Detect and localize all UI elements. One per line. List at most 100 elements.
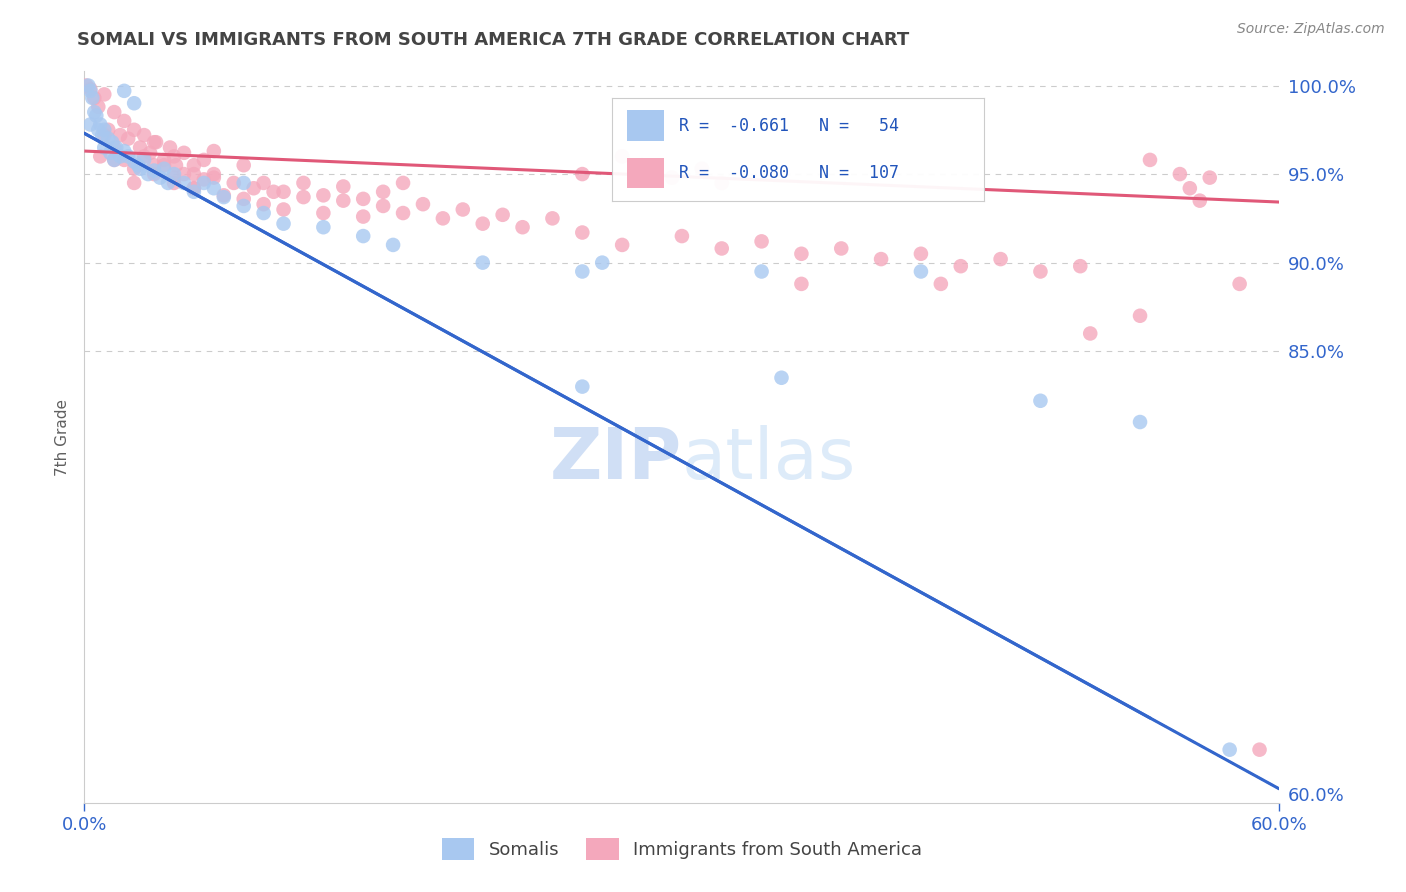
Point — [193, 153, 215, 167]
Text: R =  -0.661   N =   54: R = -0.661 N = 54 — [679, 117, 898, 135]
Point — [183, 181, 205, 195]
Point — [145, 135, 167, 149]
Text: R =  -0.080   N =  107: R = -0.080 N = 107 — [679, 164, 898, 182]
Point — [1178, 181, 1201, 195]
Point — [242, 181, 264, 195]
Point — [183, 181, 205, 195]
Point — [193, 176, 215, 190]
Point — [1198, 170, 1220, 185]
Point — [93, 123, 115, 137]
Point — [97, 131, 120, 145]
Point — [183, 185, 205, 199]
Point — [136, 167, 159, 181]
Point — [751, 235, 773, 249]
Point — [1249, 742, 1271, 756]
Point — [253, 176, 276, 190]
Point — [79, 84, 101, 98]
Point — [98, 145, 121, 160]
Point — [949, 259, 972, 273]
Point — [132, 128, 156, 142]
Point — [165, 158, 187, 172]
Point — [77, 78, 100, 93]
Point — [202, 170, 225, 185]
Point — [373, 199, 395, 213]
Point — [153, 158, 176, 172]
Point — [143, 167, 166, 181]
Point — [1078, 326, 1101, 341]
Point — [112, 84, 135, 98]
Point — [631, 158, 654, 172]
Point — [910, 247, 932, 261]
Point — [157, 176, 180, 190]
Point — [392, 206, 415, 220]
Point — [541, 211, 564, 226]
Point — [117, 131, 139, 145]
Point — [492, 208, 515, 222]
Point — [751, 264, 773, 278]
Point — [143, 158, 166, 172]
Point — [1168, 167, 1191, 181]
Point — [132, 153, 156, 167]
Point — [382, 238, 405, 252]
Point — [79, 82, 101, 96]
Point — [212, 190, 235, 204]
Point — [82, 91, 104, 105]
Point — [117, 149, 139, 163]
Point — [870, 252, 893, 266]
Point — [910, 264, 932, 278]
Point — [710, 242, 733, 256]
Point — [292, 190, 315, 204]
Text: ZIP: ZIP — [550, 425, 682, 493]
Point — [612, 238, 634, 252]
Point — [512, 220, 534, 235]
Point — [690, 161, 713, 176]
Point — [273, 185, 295, 199]
Point — [110, 149, 132, 163]
Legend: Somalis, Immigrants from South America: Somalis, Immigrants from South America — [434, 830, 929, 867]
Point — [332, 179, 354, 194]
Point — [143, 163, 166, 178]
Point — [122, 176, 145, 190]
Point — [93, 87, 115, 102]
Point — [352, 192, 374, 206]
Point — [929, 277, 952, 291]
Point — [202, 144, 225, 158]
Bar — [627, 158, 664, 188]
Point — [471, 217, 494, 231]
Point — [373, 185, 395, 199]
Point — [1229, 277, 1251, 291]
Point — [193, 172, 215, 186]
Point — [163, 176, 186, 190]
Point — [412, 197, 434, 211]
Point — [232, 199, 254, 213]
Point — [103, 153, 125, 167]
Point — [122, 161, 145, 176]
Point — [132, 149, 156, 163]
Point — [1188, 194, 1211, 208]
Point — [173, 176, 195, 190]
Point — [163, 149, 186, 163]
Point — [79, 118, 101, 132]
Point — [202, 167, 225, 181]
Point — [571, 226, 593, 240]
Point — [153, 161, 176, 176]
Point — [183, 158, 205, 172]
Point — [1219, 742, 1241, 756]
Point — [173, 145, 195, 160]
Point — [571, 264, 593, 278]
Point — [1029, 264, 1052, 278]
Point — [312, 206, 335, 220]
Point — [591, 255, 613, 269]
Point — [112, 144, 135, 158]
Point — [232, 158, 254, 172]
Point — [212, 188, 235, 202]
Point — [112, 114, 135, 128]
Point — [103, 153, 125, 167]
Point — [312, 220, 335, 235]
Point — [83, 105, 105, 120]
Point — [110, 128, 132, 142]
Point — [273, 217, 295, 231]
Point — [222, 176, 245, 190]
Point — [1129, 415, 1152, 429]
Point — [163, 167, 186, 181]
